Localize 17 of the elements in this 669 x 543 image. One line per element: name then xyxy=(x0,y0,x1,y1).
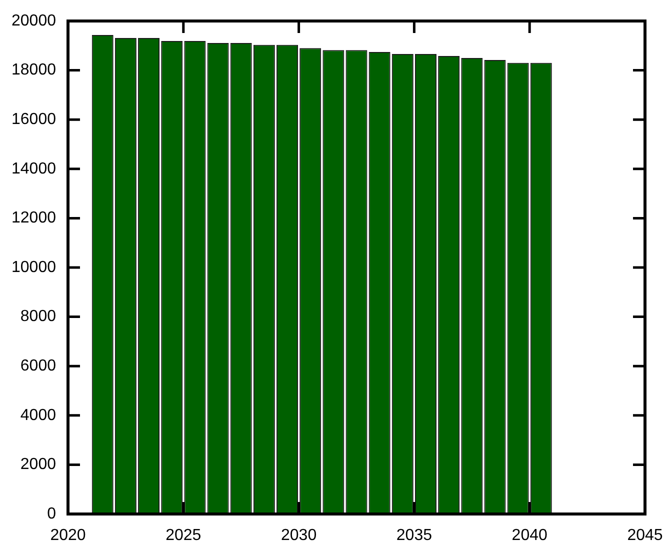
y-tick-label: 20000 xyxy=(12,12,56,30)
y-tick-label: 2000 xyxy=(20,456,56,474)
x-tick-label: 2040 xyxy=(512,527,548,543)
x-tick-label: 2030 xyxy=(281,527,317,543)
y-tick-label: 10000 xyxy=(12,258,56,276)
x-tick-label: 2025 xyxy=(166,527,202,543)
y-tick-label: 16000 xyxy=(12,111,56,128)
y-tick-label: 14000 xyxy=(12,160,56,178)
y-tick-label: 8000 xyxy=(20,308,56,326)
y-tick-label: 12000 xyxy=(12,210,56,227)
y-tick-label: 18000 xyxy=(12,62,56,79)
y-tick-label: 0 xyxy=(47,505,56,522)
x-tick-label: 2035 xyxy=(396,527,432,543)
y-tick-label: 6000 xyxy=(20,358,56,375)
x-tick-label: 2020 xyxy=(50,527,86,543)
x-tick-label: 2045 xyxy=(627,527,663,543)
y-tick-label: 4000 xyxy=(20,406,56,424)
